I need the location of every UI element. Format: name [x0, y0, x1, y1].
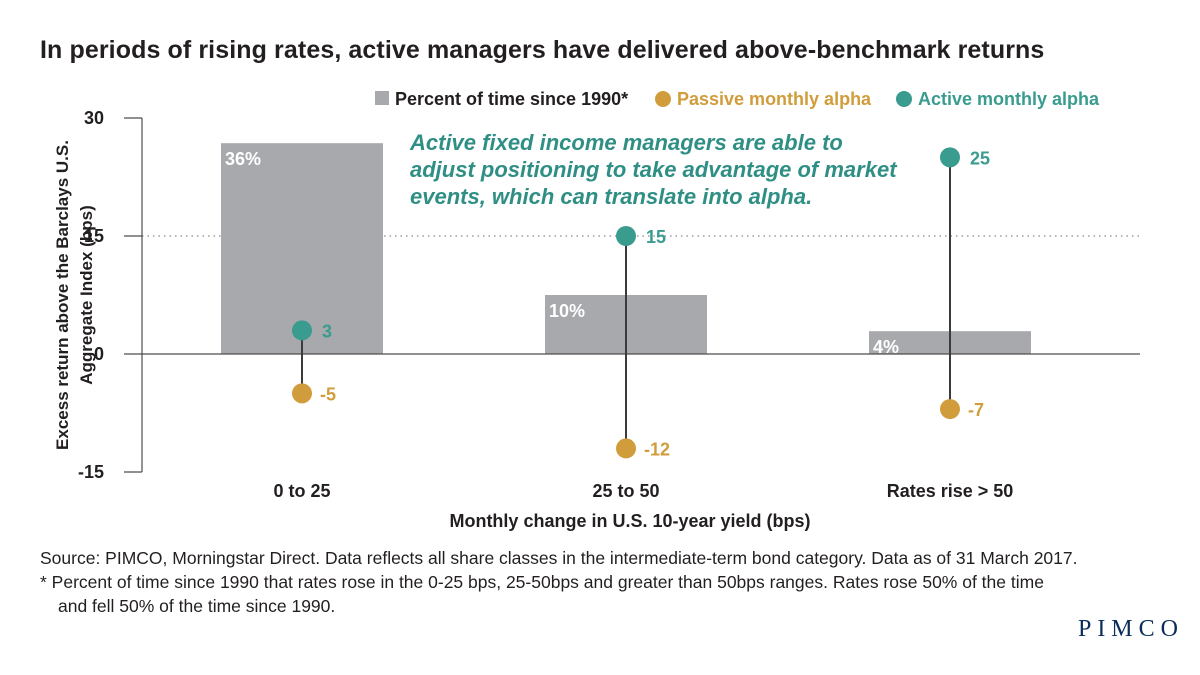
active-alpha-dot — [940, 147, 960, 168]
passive-alpha-dot — [616, 438, 636, 459]
passive-alpha-label: -12 — [644, 439, 670, 459]
passive-alpha-dot — [940, 399, 960, 420]
annotation-line: Active fixed income managers are able to — [409, 130, 843, 155]
chart-title: In periods of rising rates, active manag… — [40, 36, 1045, 64]
y-tick-label: 15 — [84, 226, 104, 246]
y-axis-title-line-2: Aggregate Index (bps) — [77, 205, 96, 384]
passive-alpha-label: -5 — [320, 384, 336, 404]
active-alpha-label: 3 — [322, 321, 332, 341]
chart: 30 15 0 -15 Excess return above the Barclays… — [53, 89, 1140, 531]
x-category-label: 25 to 50 — [592, 481, 659, 501]
passive-alpha-dot — [292, 383, 312, 404]
annotation-line: adjust positioning to take advantage of … — [410, 157, 898, 182]
asterisk-note: * Percent of time since 1990 that rates … — [40, 572, 1044, 592]
asterisk-note-continued: and fell 50% of the time since 1990. — [58, 596, 336, 616]
active-alpha-label: 15 — [646, 227, 666, 247]
x-category-label: 0 to 25 — [273, 481, 330, 501]
x-axis-title: Monthly change in U.S. 10-year yield (bp… — [449, 511, 810, 531]
legend-active-label: Active monthly alpha — [918, 89, 1100, 109]
y-axis-title-line-1: Excess return above the Barclays U.S. — [53, 140, 72, 450]
pimco-logo: PIMCO — [1077, 616, 1184, 642]
active-alpha-dot — [292, 320, 312, 341]
y-tick-label: 30 — [84, 108, 104, 128]
legend-active-swatch — [896, 91, 912, 107]
annotation-line: events, which can translate into alpha. — [410, 184, 812, 209]
bar-percent-time — [221, 143, 383, 354]
active-alpha-label: 25 — [970, 148, 990, 168]
legend-passive-label: Passive monthly alpha — [677, 89, 872, 109]
active-alpha-dot — [616, 226, 636, 246]
legend-bar-label: Percent of time since 1990* — [395, 89, 628, 109]
bar-value-label: 4% — [873, 337, 899, 357]
y-tick-label: 0 — [94, 344, 104, 364]
legend-passive-swatch — [655, 91, 671, 107]
bar-value-label: 10% — [549, 301, 585, 321]
legend-bar-swatch — [375, 91, 389, 105]
footnotes: Source: PIMCO, Morningstar Direct. Data … — [40, 546, 1170, 618]
y-axis-title: Excess return above the Barclays U.S. Agg… — [53, 140, 96, 450]
passive-alpha-label: -7 — [968, 400, 984, 420]
x-category-label: Rates rise > 50 — [887, 481, 1014, 501]
source-note: Source: PIMCO, Morningstar Direct. Data … — [40, 548, 1078, 568]
y-tick-label: -15 — [78, 462, 104, 482]
bar-value-label: 36% — [225, 149, 261, 169]
